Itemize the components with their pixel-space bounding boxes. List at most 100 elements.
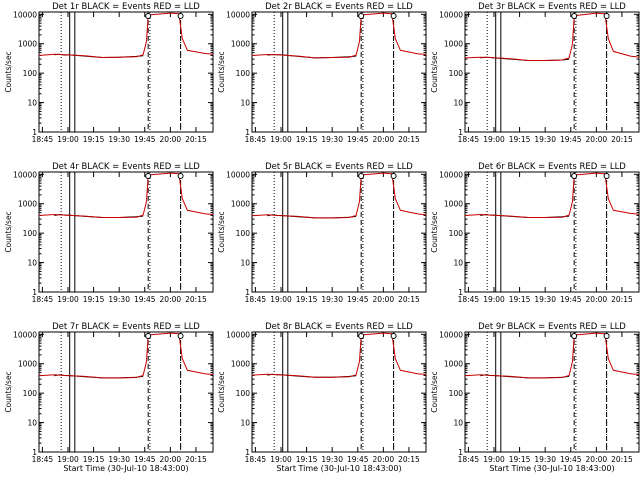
x-tick-label: 19:45 — [560, 455, 582, 464]
x-tick-label: 19:30 — [108, 295, 130, 304]
plot-frame — [251, 331, 427, 453]
y-tick-label: 1000 — [444, 360, 463, 369]
x-axis-label: Start Time (30-Jul-10 18:43:00) — [489, 464, 614, 473]
y-tick-label: 10 — [453, 419, 463, 428]
plot-frame — [464, 11, 640, 133]
x-tick-label: 19:00 — [57, 455, 79, 464]
peak-marker — [358, 333, 365, 339]
series-lld — [39, 12, 213, 59]
panel-5: Det 5r BLACK = Events RED = LLD 1 10 100 100… — [217, 162, 427, 304]
x-tick-label: 19:00 — [270, 135, 292, 144]
peak-marker — [358, 13, 365, 19]
plot-area — [465, 332, 639, 452]
y-tick-label: 10 — [27, 419, 37, 428]
y-tick-label: 10 — [453, 99, 463, 108]
x-tick-label: 19:30 — [108, 455, 130, 464]
y-tick-label: 100 — [23, 389, 38, 398]
y-tick-label: 1 — [245, 288, 250, 297]
y-tick-label: 10 — [27, 259, 37, 268]
x-tick-label: 19:45 — [347, 135, 369, 144]
series-lld — [465, 172, 639, 218]
y-tick-label: 10000 — [226, 10, 250, 19]
y-tick-label: 1000 — [231, 200, 250, 209]
x-tick-label: 20:00 — [586, 455, 608, 464]
peak-marker — [603, 173, 610, 179]
panel-title: Det 7r BLACK = Events RED = LLD — [52, 322, 200, 332]
x-tick-label: 19:00 — [57, 295, 79, 304]
y-tick-label: 1000 — [444, 40, 463, 49]
series-lld — [465, 12, 639, 61]
y-tick-label: 100 — [449, 389, 464, 398]
y-tick-label: 1000 — [444, 200, 463, 209]
y-axis-label: Counts/sec — [430, 371, 439, 412]
x-tick-label: 20:00 — [373, 455, 395, 464]
x-tick-label: 20:15 — [185, 135, 207, 144]
x-tick-label: 19:00 — [483, 135, 505, 144]
x-tick-label: 19:15 — [296, 295, 318, 304]
x-tick-label: 20:00 — [373, 135, 395, 144]
x-tick-label: 19:15 — [509, 455, 531, 464]
y-tick-label: 100 — [236, 229, 251, 238]
peak-marker — [358, 173, 365, 179]
x-tick-label: 18:45 — [458, 295, 480, 304]
plot-frame — [464, 171, 640, 293]
x-tick-label: 20:15 — [185, 295, 207, 304]
y-tick-label: 1 — [458, 288, 463, 297]
x-tick-label: 19:15 — [83, 135, 105, 144]
y-tick-label: 100 — [23, 69, 38, 78]
peak-marker — [145, 13, 152, 19]
x-tick-label: 20:15 — [611, 455, 633, 464]
series-lld — [39, 172, 213, 218]
plot-area — [252, 332, 426, 452]
y-tick-label: 10000 — [226, 330, 250, 339]
panel-9: Det 9r BLACK = Events RED = LLD 1 10 100 100… — [430, 322, 640, 473]
y-tick-label: 1000 — [231, 40, 250, 49]
plot-frame — [464, 331, 640, 453]
y-tick-label: 1 — [458, 128, 463, 137]
series-lld — [39, 332, 213, 379]
panel-2: Det 2r BLACK = Events RED = LLD 1 10 100 100… — [217, 2, 427, 144]
x-tick-label: 20:15 — [398, 295, 420, 304]
panel-title: Det 4r BLACK = Events RED = LLD — [52, 162, 200, 172]
x-axis-label: Start Time (30-Jul-10 18:43:00) — [276, 464, 401, 473]
y-tick-label: 10000 — [226, 170, 250, 179]
panel-title: Det 9r BLACK = Events RED = LLD — [478, 322, 626, 332]
plot-frame — [251, 11, 427, 133]
x-tick-label: 19:45 — [560, 295, 582, 304]
x-axis-label: Start Time (30-Jul-10 18:43:00) — [63, 464, 188, 473]
panel-title: Det 3r BLACK = Events RED = LLD — [478, 2, 626, 12]
x-tick-label: 19:15 — [83, 455, 105, 464]
peak-marker — [145, 333, 152, 339]
plot-frame — [251, 171, 427, 293]
x-tick-label: 20:15 — [611, 295, 633, 304]
y-tick-label: 10 — [453, 259, 463, 268]
plot-area — [252, 12, 426, 132]
panel-title: Det 6r BLACK = Events RED = LLD — [478, 162, 626, 172]
x-tick-label: 19:00 — [270, 295, 292, 304]
y-axis-label: Counts/sec — [4, 371, 13, 412]
x-tick-label: 18:45 — [245, 455, 267, 464]
x-tick-label: 19:00 — [483, 295, 505, 304]
y-axis-label: Counts/sec — [4, 51, 13, 92]
y-tick-label: 10 — [240, 419, 250, 428]
peak-marker — [177, 333, 184, 339]
peak-marker — [603, 333, 610, 339]
panel-3: Det 3r BLACK = Events RED = LLD 1 10 100 100… — [430, 2, 640, 144]
plot-frame — [38, 11, 214, 133]
x-tick-label: 19:30 — [321, 135, 343, 144]
x-tick-label: 18:45 — [458, 135, 480, 144]
x-tick-label: 19:00 — [270, 455, 292, 464]
plot-area — [39, 172, 213, 292]
panel-4: Det 4r BLACK = Events RED = LLD 1 10 100 100… — [4, 162, 214, 304]
x-tick-label: 19:15 — [296, 135, 318, 144]
x-tick-label: 20:00 — [586, 135, 608, 144]
x-tick-label: 19:15 — [509, 295, 531, 304]
x-tick-label: 20:15 — [398, 135, 420, 144]
x-tick-label: 19:30 — [321, 295, 343, 304]
y-tick-label: 100 — [449, 69, 464, 78]
y-axis-label: Counts/sec — [217, 211, 226, 252]
x-tick-label: 19:45 — [134, 455, 156, 464]
x-tick-label: 19:00 — [483, 455, 505, 464]
y-axis-label: Counts/sec — [4, 211, 13, 252]
